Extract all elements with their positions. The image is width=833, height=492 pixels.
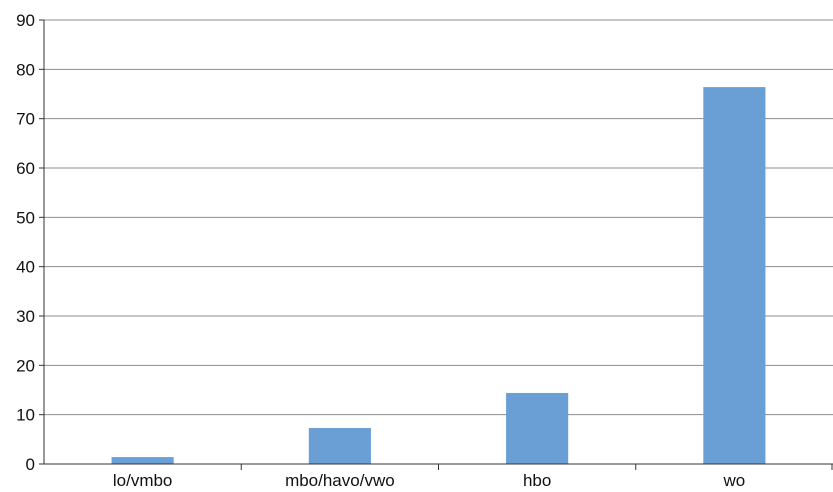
y-tick-label: 80 (16, 60, 35, 79)
bar-mbo-havo-vwo (308, 427, 371, 464)
bar-hbo (506, 392, 569, 464)
x-tick-label: wo (723, 471, 746, 490)
bar-wo (703, 87, 766, 465)
y-tick-label: 20 (16, 356, 35, 375)
x-tick-label: mbo/havo/vwo (285, 471, 395, 490)
y-tick-label: 50 (16, 208, 35, 227)
y-tick-label: 30 (16, 307, 35, 326)
y-tick-label: 0 (26, 455, 35, 474)
y-tick-label: 10 (16, 406, 35, 425)
x-tick-label: hbo (523, 471, 551, 490)
y-tick-label: 70 (16, 110, 35, 129)
x-tick-label: lo/vmbo (113, 471, 173, 490)
y-tick-label: 40 (16, 258, 35, 277)
y-tick-label: 60 (16, 159, 35, 178)
bar-lo-vmbo (111, 457, 174, 464)
y-tick-label: 90 (16, 11, 35, 30)
